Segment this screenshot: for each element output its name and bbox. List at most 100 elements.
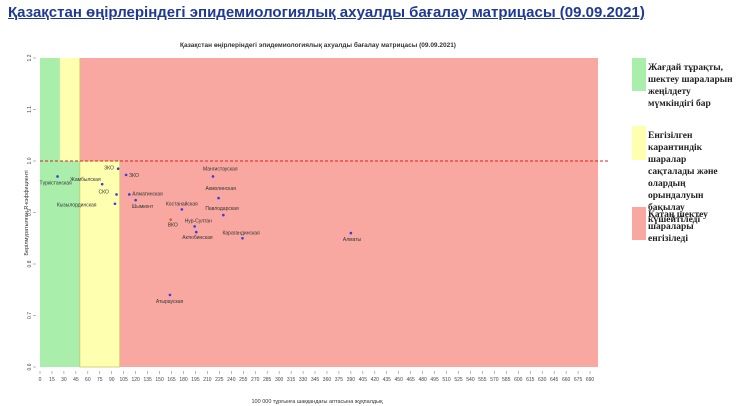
point-4 <box>115 193 118 196</box>
y-axis: 0.6 0.7 0.8 0.9 1.0 1.1 1.2 <box>27 54 36 370</box>
x-tick-label-34: 510 <box>442 377 451 383</box>
x-tick-label-43: 645 <box>550 377 559 383</box>
y-tick-label-0: 0.6 <box>27 363 33 370</box>
point-label-7: Шымкент <box>132 204 154 210</box>
x-tick-label-6: 90 <box>109 377 115 383</box>
x-tick-label-29: 435 <box>383 377 392 383</box>
x-tick-label-45: 675 <box>574 377 583 383</box>
x-tick-label-23: 345 <box>311 377 320 383</box>
x-tick-label-37: 555 <box>478 377 487 383</box>
point-label-5: Кызылординская <box>57 203 97 209</box>
point-6 <box>127 193 131 196</box>
x-tick-label-44: 660 <box>562 377 571 383</box>
x-tick-label-17: 255 <box>239 377 248 383</box>
plot-frame <box>79 58 121 368</box>
point-13 <box>193 225 196 228</box>
x-tick-label-9: 135 <box>143 377 152 383</box>
point-7 <box>134 198 137 202</box>
x-tick-label-14: 210 <box>203 377 212 383</box>
legend-text-0: Жағдай тұрақты, шектеу шараларын жеңілде… <box>648 63 733 109</box>
x-tick-label-24: 360 <box>323 377 332 383</box>
x-tick-label-28: 420 <box>371 377 380 383</box>
point-2 <box>124 173 128 177</box>
x-tick-label-21: 315 <box>287 377 296 383</box>
point-label-11: Павлодарская <box>205 206 239 212</box>
points-layer: ТүркістанскаяЗКОЗКОЖамбылскаяСКОКызылорд… <box>40 166 362 305</box>
point-11 <box>222 213 225 217</box>
x-tick-label-22: 330 <box>299 377 308 383</box>
point-1 <box>116 167 120 171</box>
x-tick-label-20: 300 <box>275 377 284 383</box>
point-0 <box>56 175 59 178</box>
x-tick-label-0: 0 <box>39 377 42 383</box>
x-tick-label-30: 450 <box>395 377 404 383</box>
x-axis: 0 15 30 45 60 75 90 105 120 135 150 165 180 195 210 225… <box>39 371 595 383</box>
point-label-15: Карагандинская <box>222 230 260 236</box>
point-15 <box>241 236 244 240</box>
x-tick-label-40: 600 <box>514 377 523 383</box>
zone-rect-3 <box>79 161 120 367</box>
x-tick-label-11: 165 <box>167 377 176 383</box>
legend-swatch-2 <box>632 207 646 240</box>
x-tick-label-41: 615 <box>526 377 535 383</box>
x-tick-label-27: 405 <box>359 377 368 383</box>
point-label-9: Акмолинская <box>206 186 237 192</box>
zone-rect-4 <box>79 58 599 161</box>
y-tick-label-1: 0.7 <box>27 312 33 319</box>
x-tick-label-38: 570 <box>490 377 499 383</box>
legend-text-2: Қатаң шектеу шаралары енгізіледі <box>648 210 708 244</box>
x-tick-label-26: 390 <box>347 377 356 383</box>
x-tick-label-15: 225 <box>215 377 224 383</box>
x-tick-label-4: 60 <box>85 377 91 383</box>
y-tick-label-2: 0.8 <box>27 260 33 267</box>
point-8 <box>211 175 215 178</box>
point-12 <box>169 218 173 222</box>
point-3 <box>100 182 104 186</box>
x-tick-label-35: 525 <box>454 377 463 383</box>
x-tick-label-46: 690 <box>586 377 595 383</box>
x-tick-label-5: 75 <box>97 377 103 383</box>
point-label-3: Жамбылская <box>70 177 101 183</box>
zone-layer <box>40 58 599 367</box>
x-tick-label-18: 270 <box>251 377 260 383</box>
x-tick-label-10: 150 <box>155 377 164 383</box>
x-axis-label: 100 000 тұрғынға шаққандағы аптасына жұқ… <box>252 399 384 405</box>
x-tick-label-2: 30 <box>61 377 67 383</box>
point-label-10: Костанайская <box>166 200 198 207</box>
point-label-1: ЗКО <box>104 166 114 172</box>
x-tick-label-33: 495 <box>430 377 439 383</box>
point-label-4: СКО <box>99 189 109 195</box>
x-tick-label-1: 15 <box>49 377 55 383</box>
point-label-14: Актюбинская <box>182 235 213 241</box>
zone-rect-0 <box>40 161 80 367</box>
zone-rect-1 <box>40 58 60 161</box>
point-label-8: Мангистауская <box>203 166 238 172</box>
x-tick-label-39: 585 <box>502 377 511 383</box>
point-label-13: Нур-Султан <box>185 218 212 224</box>
slide-title: Қазақстан өңірлеріндегі эпидемиологиялық… <box>8 4 645 21</box>
zone-rect-5 <box>119 161 598 367</box>
x-tick-label-8: 120 <box>131 377 140 383</box>
legend-swatch-0 <box>632 58 646 91</box>
yellow-zone-border <box>79 160 121 368</box>
point-label-0: Түркістанская <box>40 180 72 186</box>
point-label-6: Алматинская <box>132 191 163 197</box>
x-tick-label-3: 45 <box>73 377 79 383</box>
legend-text-1: Енгізілген карантиндік шаралар сақталады… <box>648 131 718 225</box>
y-tick-label-5: 1.1 <box>27 106 33 113</box>
x-tick-label-36: 540 <box>466 377 475 383</box>
legend-swatch-1 <box>632 126 646 160</box>
x-tick-label-42: 630 <box>538 377 547 383</box>
x-tick-label-16: 240 <box>227 377 236 383</box>
point-9 <box>217 196 220 200</box>
chart-title: Қазақстан өңірлеріндегі эпидемиологиялық… <box>180 41 456 49</box>
point-17 <box>168 293 172 297</box>
x-tick-label-32: 480 <box>418 377 427 383</box>
point-label-2: ЗКО <box>129 173 139 179</box>
x-tick-label-12: 180 <box>179 377 188 383</box>
point-10 <box>180 208 184 211</box>
point-14 <box>194 230 198 234</box>
y-axis-label: Берілмуратылған R-кэффициенті <box>24 170 30 255</box>
point-label-17: Атырауская <box>156 299 184 305</box>
